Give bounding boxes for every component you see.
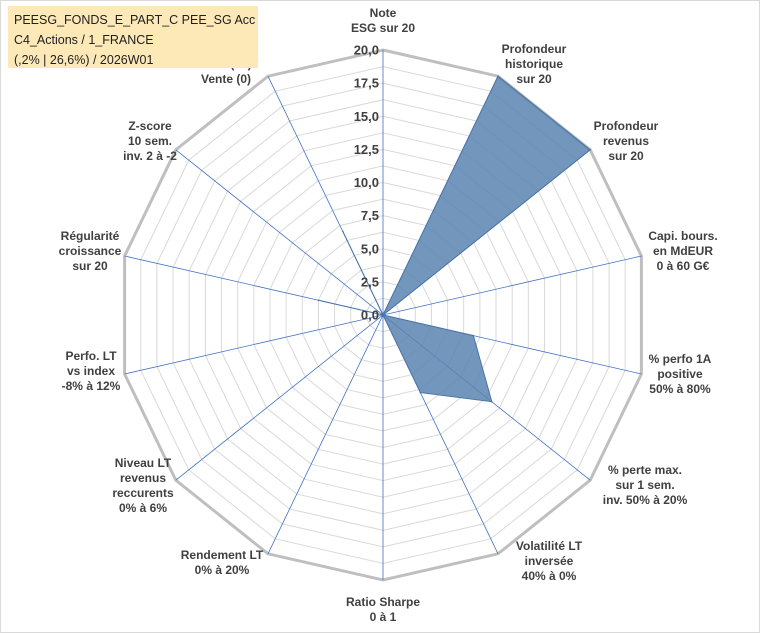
axis-label-7-line-0: Ratio Sharpe (346, 595, 420, 609)
title-line-1: PEESG_FONDS_E_PART_C PEE_SG Acc (14, 13, 256, 27)
axis-label-10-line-0: Perfo. LT (65, 349, 117, 363)
axis-label-6-line-0: Volatilité LT (516, 539, 583, 553)
radial-tick-label: 2,5 (361, 274, 379, 289)
axis-label-9-line-2: reccurents (112, 486, 174, 500)
data-point-2 (589, 149, 591, 151)
data-point-1 (497, 75, 499, 77)
chart-title-box: PEESG_FONDS_E_PART_C PEE_SG Acc C4_Actio… (8, 6, 258, 68)
axis-label-2-line-0: Profondeur (594, 119, 659, 133)
axis-label-13-line-2: Vente (0) (201, 72, 251, 86)
radial-tick-label: 0,0 (361, 308, 379, 323)
axis-label-3-line-1: en MdEUR (653, 244, 713, 258)
axis-label-1-line-1: historique (505, 57, 563, 71)
axis-label-12-line-1: 10 sem. (128, 134, 172, 148)
radial-tick-label: 15,0 (354, 109, 379, 124)
title-line-2: C4_Actions / 1_FRANCE (14, 33, 154, 47)
axis-label-7-line-1: 0 à 1 (370, 610, 397, 624)
axis-label-5-line-1: sur 1 sem. (615, 478, 674, 492)
axis-label-12-line-0: Z-score (128, 119, 172, 133)
data-point-13 (342, 230, 344, 233)
radial-tick-label: 10,0 (354, 175, 379, 190)
axis-label-0-line-1: ESG sur 20 (351, 21, 415, 35)
axis-label-10-line-1: vs index (67, 364, 115, 378)
axis-label-9-line-3: 0% à 6% (119, 501, 167, 515)
axis-spoke-9 (175, 314, 384, 481)
axis-label-3-line-2: 0 à 60 G€ (657, 259, 710, 273)
axis-label-6-line-2: 40% à 0% (522, 569, 577, 583)
axis-label-6-line-1: inversée (525, 554, 574, 568)
axis-label-1-line-2: sur 20 (516, 72, 552, 86)
axis-label-3-line-0: Capi. bours. (648, 229, 717, 243)
series-polygon (318, 75, 592, 403)
axis-label-12-line-2: inv. 2 à -2 (123, 149, 177, 163)
data-point-4 (472, 334, 475, 337)
axis-label-1-line-0: Profondeur (502, 42, 567, 56)
axis-spoke-3 (382, 255, 642, 316)
data-point-12 (382, 314, 384, 316)
radial-tick-label: 12,5 (354, 142, 379, 157)
axis-label-4-line-0: % perfo 1A (649, 352, 712, 366)
radial-tick-label: 7,5 (361, 208, 379, 223)
axis-label-2-line-2: sur 20 (608, 149, 644, 163)
axis-label-8-line-1: 0% à 20% (195, 563, 250, 577)
axis-label-8-line-0: Rendement LT (181, 548, 264, 562)
axis-label-4-line-2: 50% à 80% (649, 382, 711, 396)
radial-tick-label: 5,0 (361, 241, 379, 256)
data-point-6 (419, 391, 422, 394)
axis-label-2-line-1: revenus (603, 134, 649, 148)
axis-spoke-12 (175, 149, 384, 316)
axis-label-9-line-0: Niveau LT (115, 456, 172, 470)
axis-spoke-8 (267, 314, 384, 554)
axis-label-0-line-0: Note (370, 6, 397, 20)
axis-label-5-line-0: % perte max. (608, 463, 682, 477)
data-point-5 (491, 400, 493, 403)
radial-tick-labels: 0,0 2,5 5,0 7,5 10,0 12,5 15,0 17,5 20,0 (354, 43, 379, 323)
axis-label-11-line-1: croissance (59, 244, 122, 258)
series-area (317, 75, 592, 403)
axis-label-9-line-1: revenus (120, 471, 166, 485)
axis-label-11-line-2: sur 20 (72, 259, 108, 273)
axis-label-5-line-2: inv. 50% à 20% (603, 493, 688, 507)
title-line-3: (,2% | 26,6%) / 2026W01 (14, 53, 154, 67)
radial-tick-label: 17,5 (354, 76, 379, 91)
axis-label-11-line-0: Régularité (61, 229, 120, 243)
axis-spoke-10 (124, 314, 384, 375)
axis-label-4-line-1: positive (657, 367, 703, 381)
radial-tick-label: 20,0 (354, 43, 379, 58)
axis-label-10-line-2: -8% à 12% (62, 379, 121, 393)
data-point-11 (317, 299, 320, 302)
